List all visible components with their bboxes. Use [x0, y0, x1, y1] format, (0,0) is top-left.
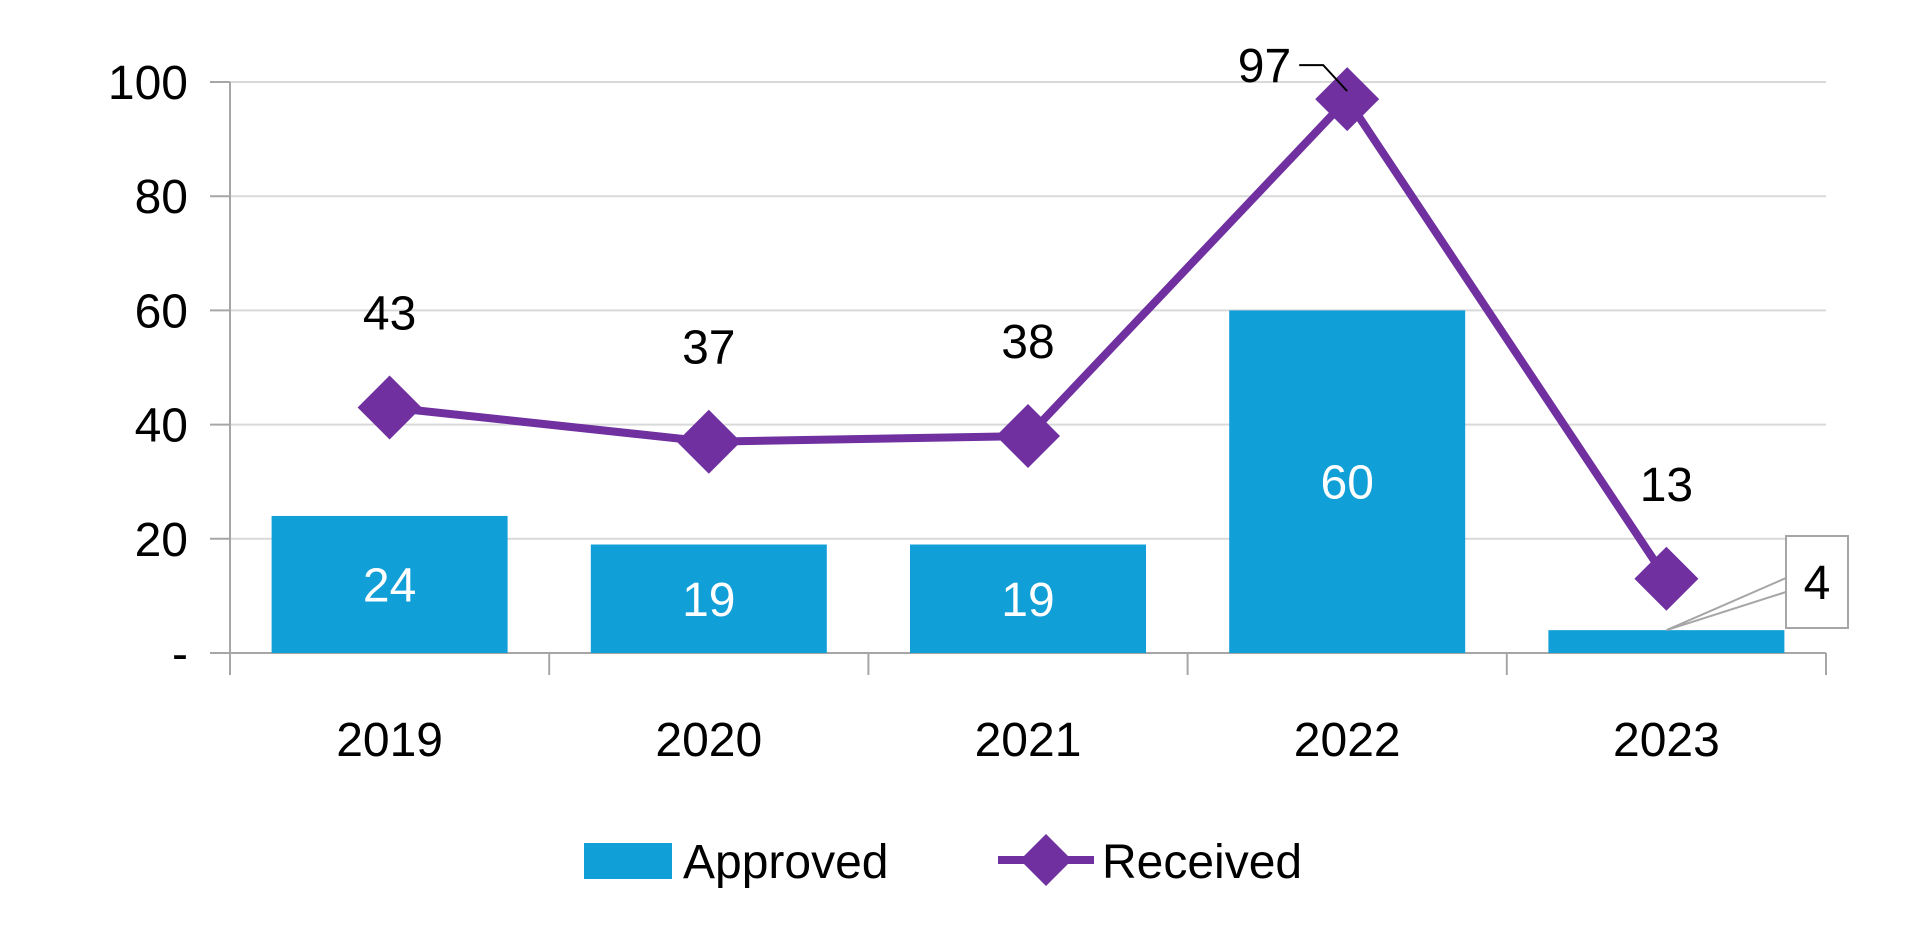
legend-label-approved: Approved: [683, 836, 888, 889]
data-label-received: 43: [363, 287, 416, 340]
point-received: [1634, 546, 1699, 611]
received-line: [357, 67, 1699, 611]
data-label-approved: 4: [1804, 557, 1831, 610]
label-leader-line: [1299, 64, 1348, 92]
point-received: [676, 409, 741, 474]
bar-approved: [910, 544, 1146, 653]
bar-approved: [271, 515, 508, 653]
bar-approved: [1229, 310, 1466, 653]
point-received: [357, 375, 422, 440]
x-tick-label: 2019: [336, 714, 443, 767]
legend-label-received: Received: [1102, 836, 1302, 889]
point-received: [1315, 67, 1380, 132]
x-tick-label: 2022: [1294, 714, 1401, 767]
data-label-approved: 60: [1321, 457, 1374, 510]
y-tick-label: -: [172, 628, 188, 681]
x-tick-label: 2023: [1613, 714, 1720, 767]
data-label-approved: 19: [682, 574, 735, 627]
callout-box: [1785, 535, 1849, 629]
legend: Approved Received: [584, 834, 1302, 889]
bar-approved: [590, 544, 827, 653]
data-label-received: 13: [1640, 459, 1693, 512]
y-tick-label: 80: [135, 171, 188, 224]
gridlines: [230, 81, 1826, 540]
data-label-received: 38: [1001, 316, 1054, 369]
y-tick-label: 40: [135, 400, 188, 453]
x-tick-label: 2020: [655, 714, 762, 767]
y-tick-label: 60: [135, 285, 188, 338]
data-label-received: 37: [682, 322, 735, 375]
approved-bars: [271, 310, 1785, 653]
y-tick-label: 20: [135, 514, 188, 567]
x-tick-label: 2021: [975, 714, 1082, 767]
data-label-received: 97: [1238, 40, 1291, 93]
legend-swatch-received-marker: [1020, 834, 1072, 886]
bar-approved: [1548, 630, 1785, 653]
y-tick-label: 100: [108, 57, 188, 110]
data-label-approved: 24: [363, 559, 416, 612]
data-labels: 24 19 19 60 4 43 37 38 97 13: [363, 40, 1849, 632]
data-label-approved: 19: [1001, 574, 1054, 627]
legend-swatch-approved: [584, 843, 672, 879]
point-received: [996, 404, 1060, 469]
